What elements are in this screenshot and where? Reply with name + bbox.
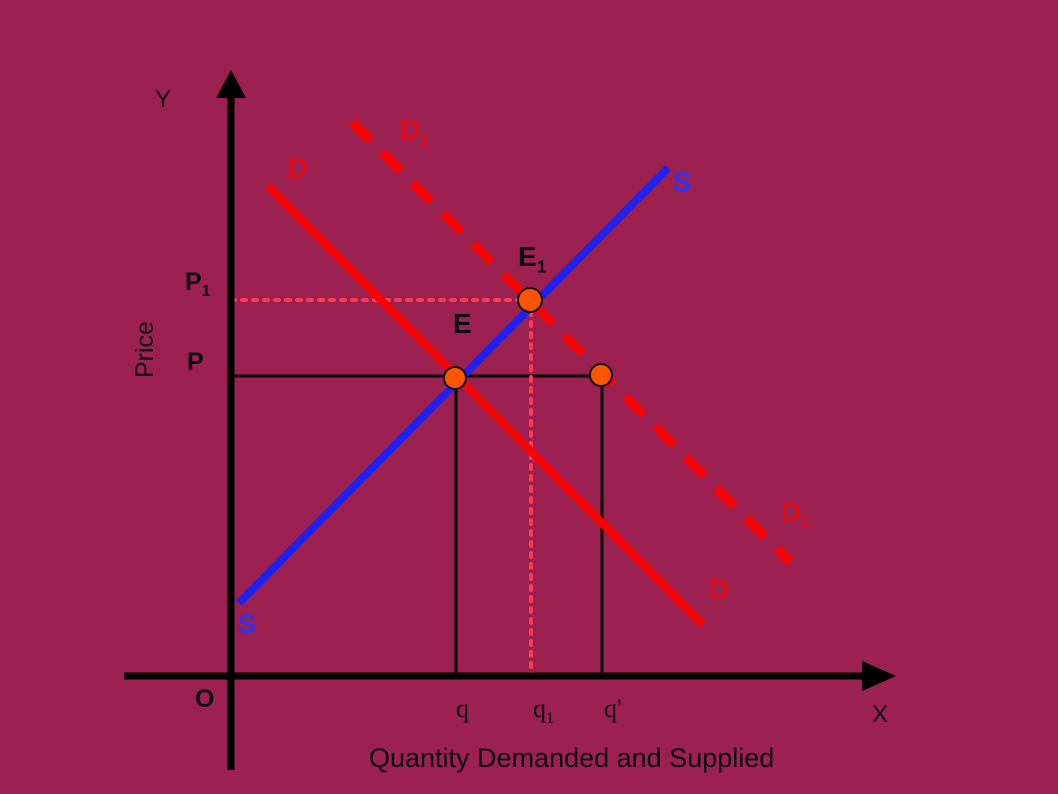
- demand-curve-d: [265, 183, 706, 628]
- equilibrium-label-e: E: [453, 310, 472, 343]
- x-axis-caption: Quantity Demanded and Supplied: [369, 743, 775, 773]
- price-tick-p-base: P: [187, 348, 204, 376]
- curve-label-demand1-bottom-subscript: 1: [800, 512, 810, 532]
- curve-label-supply-bottom: S: [238, 611, 256, 643]
- equilibrium-point-e1[interactable]: [517, 287, 543, 313]
- curve-label-demand-bottom-base: D: [709, 574, 729, 604]
- x-axis-arrowhead: [862, 661, 896, 691]
- quantity-tick-q1-subscript: 1: [546, 710, 555, 728]
- quantity-tick-qprime: q': [604, 696, 622, 727]
- quantity-tick-q-base: q: [456, 694, 469, 723]
- equilibrium-label-e1: E1: [518, 243, 546, 276]
- curve-label-demand-bottom: D: [709, 576, 729, 608]
- y-axis-name-label: Y: [155, 86, 172, 113]
- curve-label-supply-top-base: S: [673, 167, 692, 197]
- curve-label-demand1-bottom: D1: [781, 499, 810, 531]
- equilibrium-label-e1-subscript: 1: [536, 256, 547, 277]
- quantity-tick-qprime-base: q': [604, 694, 622, 723]
- demand-curve-d1: [348, 118, 794, 566]
- curve-label-demand1-top-base: D: [400, 115, 420, 145]
- curve-label-supply-top: S: [673, 169, 691, 201]
- price-tick-p1: P1: [185, 270, 210, 300]
- curve-label-demand1-bottom-base: D: [781, 497, 801, 527]
- curve-label-demand1-top: D1: [400, 117, 429, 149]
- price-tick-p: P: [187, 350, 204, 380]
- quantity-point-qprime[interactable]: [589, 363, 613, 387]
- curve-label-demand-top-base: D: [288, 153, 308, 183]
- curve-label-demand1-top-subscript: 1: [419, 130, 429, 150]
- equilibrium-label-e-base: E: [453, 308, 472, 339]
- price-tick-p1-subscript: 1: [201, 283, 211, 300]
- y-axis-arrowhead: [216, 70, 246, 98]
- origin-label: O: [195, 685, 215, 713]
- quantity-tick-q1: q1: [533, 696, 554, 727]
- x-axis-name-label: X: [872, 701, 889, 728]
- equilibrium-label-e1-base: E: [518, 241, 537, 272]
- quantity-tick-q: q: [456, 696, 469, 727]
- equilibrium-point-e[interactable]: [443, 366, 467, 390]
- curve-label-demand-top: D: [288, 155, 308, 187]
- curve-label-supply-bottom-base: S: [238, 609, 257, 639]
- y-axis-caption: Price: [131, 321, 159, 378]
- quantity-tick-q1-base: q: [533, 694, 546, 723]
- price-tick-p1-base: P: [185, 268, 202, 296]
